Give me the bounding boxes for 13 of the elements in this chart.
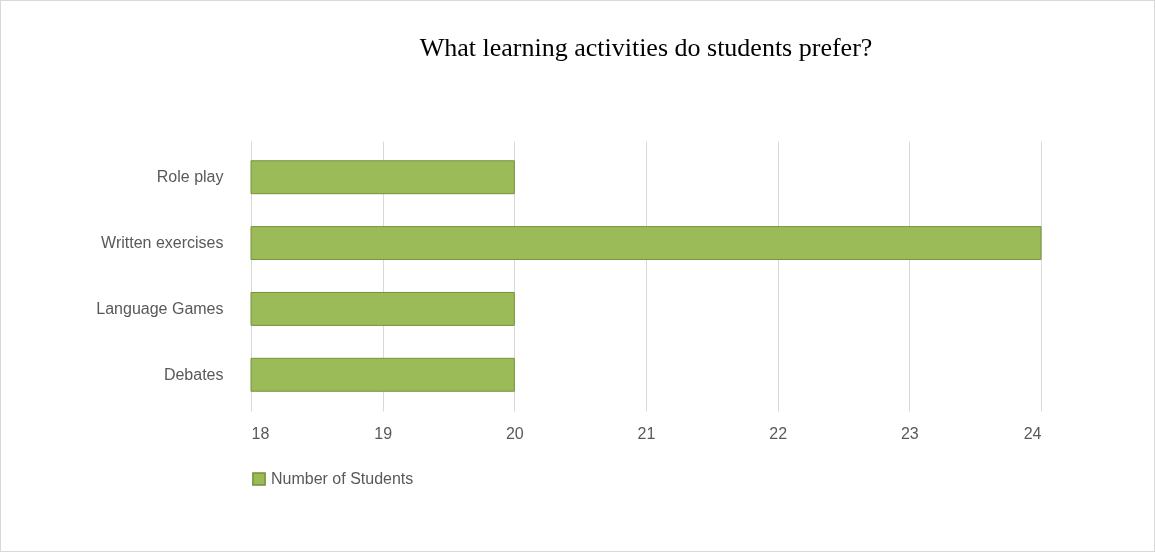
x-tick-label: 23 bbox=[900, 424, 919, 442]
chart-title: What learning activities do students prefer? bbox=[419, 33, 873, 62]
x-tick-label: 18 bbox=[251, 424, 270, 442]
x-tick-label: 19 bbox=[374, 424, 393, 442]
y-tick-label: Written exercises bbox=[101, 234, 224, 252]
x-tick-label: 21 bbox=[637, 424, 656, 442]
legend-label: Number of Students bbox=[271, 470, 414, 487]
y-tick-label: Language Games bbox=[96, 299, 224, 317]
x-tick-label: 20 bbox=[505, 424, 524, 442]
x-tick-label: 24 bbox=[1023, 424, 1042, 442]
x-tick-label: 22 bbox=[769, 424, 788, 442]
y-tick-label: Debates bbox=[163, 365, 224, 383]
y-tick-label: Role play bbox=[156, 168, 224, 186]
